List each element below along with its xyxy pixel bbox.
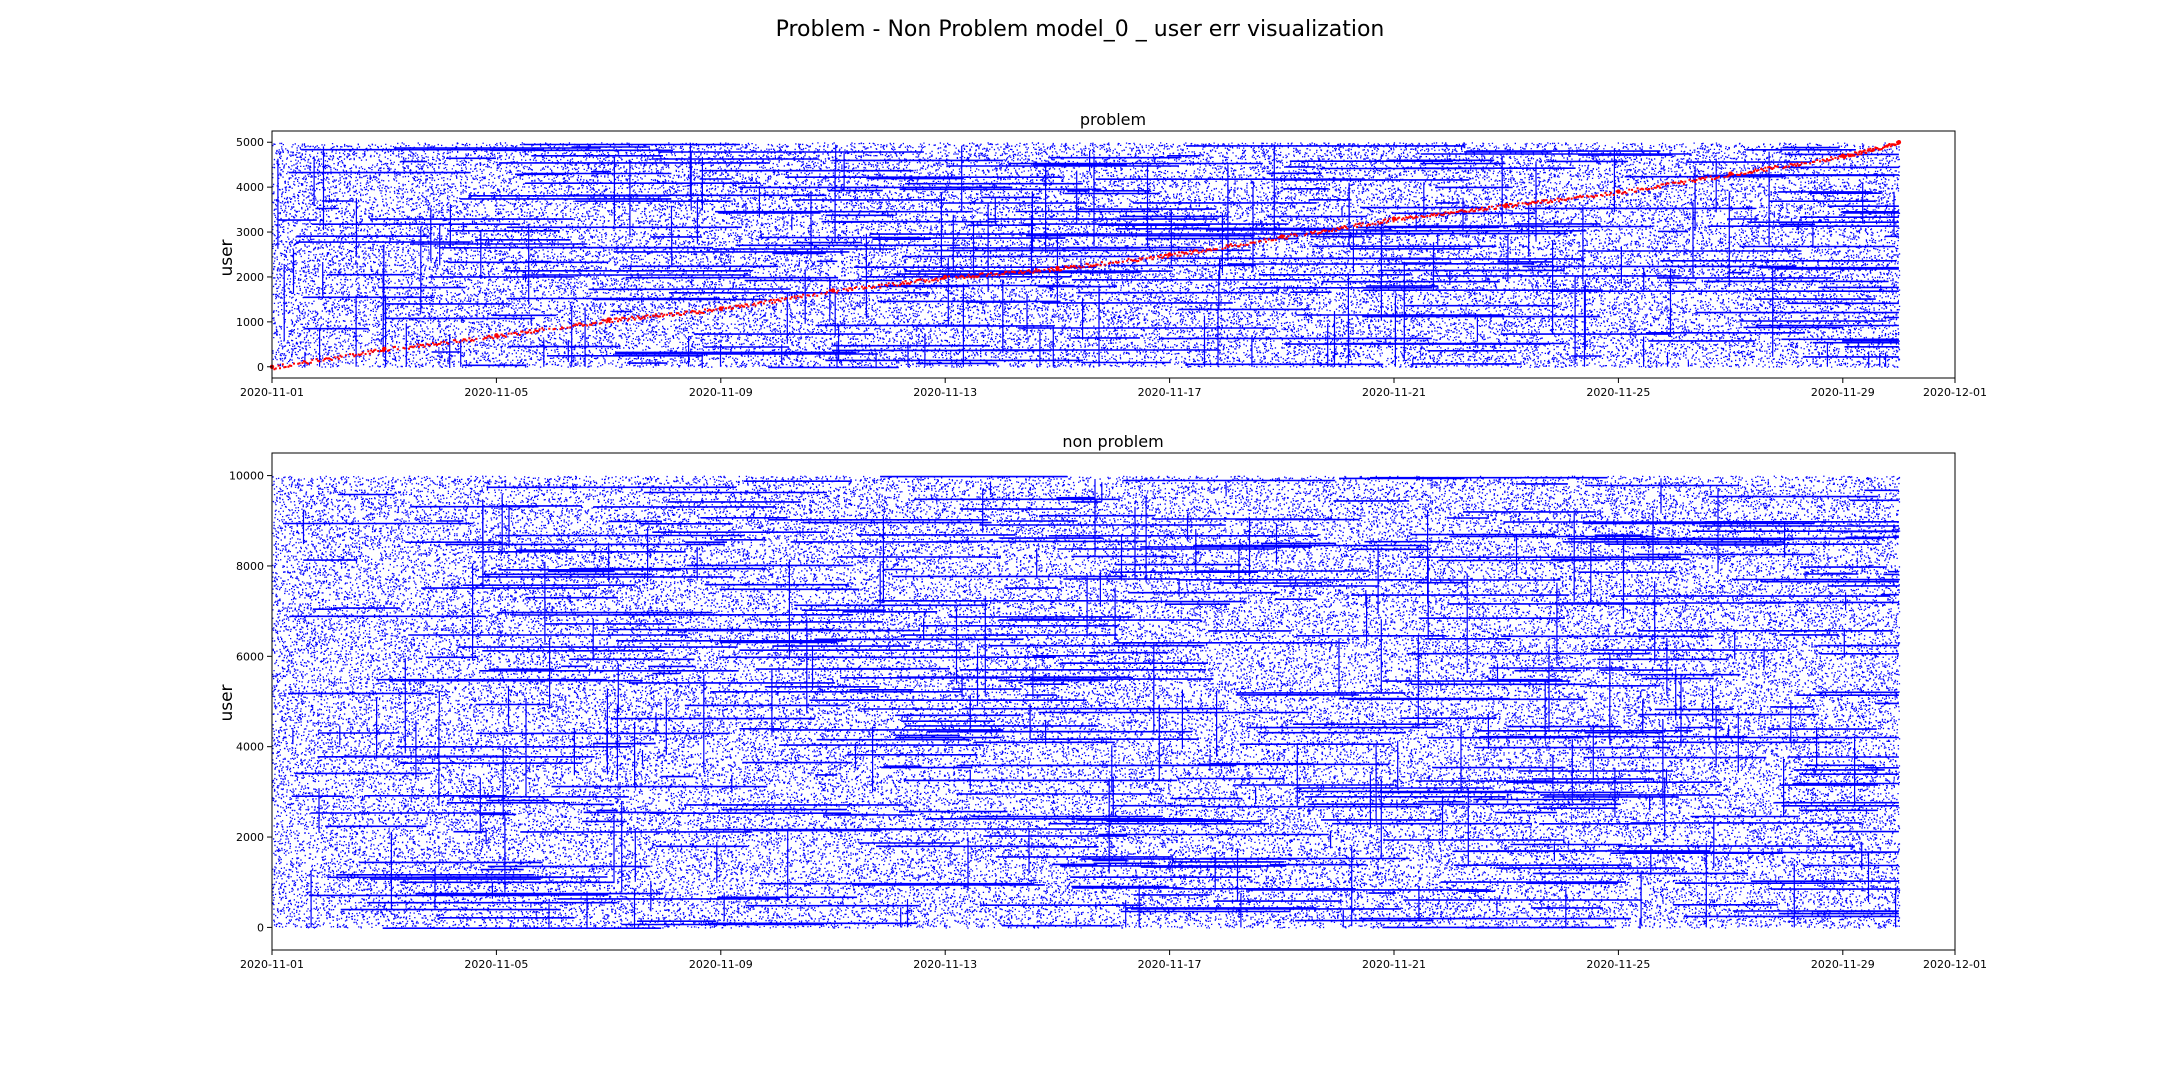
y-ticks-problem: 0 1000 2000 3000 4000 5000 [236, 136, 272, 374]
x-tick-label: 2020-11-09 [689, 958, 753, 971]
x-ticks-non-problem: 2020-11-01 2020-11-05 2020-11-09 2020-11-13… [240, 950, 1987, 971]
x-tick-label: 2020-11-05 [464, 958, 528, 971]
axes-frame-problem [271, 130, 1956, 379]
x-tick-label: 2020-12-01 [1923, 386, 1987, 399]
x-tick-label: 2020-11-13 [913, 386, 977, 399]
x-tick-label: 2020-11-21 [1362, 958, 1426, 971]
x-tick-label: 2020-11-13 [913, 958, 977, 971]
y-tick-label: 1000 [236, 316, 264, 329]
y-axis-label-non-problem: user [217, 684, 237, 721]
y-axis-label-problem: user [217, 239, 237, 276]
figure-title: Problem - Non Problem model_0 _ user err… [776, 17, 1385, 42]
x-tick-label: 2020-11-01 [240, 958, 304, 971]
scatter-points-problem [272, 142, 1901, 369]
y-tick-label: 4000 [236, 741, 264, 754]
y-tick-label: 10000 [229, 470, 264, 483]
x-tick-label: 2020-11-29 [1811, 958, 1875, 971]
axes-frame-non-problem [271, 452, 1956, 951]
y-tick-label: 6000 [236, 650, 264, 663]
scatter-points-non-problem [272, 475, 1901, 929]
x-tick-label: 2020-11-17 [1138, 386, 1202, 399]
y-tick-label: 5000 [236, 136, 264, 149]
y-tick-label: 2000 [236, 271, 264, 284]
scatter-series-blue [272, 475, 1901, 929]
x-tick-label: 2020-11-05 [464, 386, 528, 399]
x-tick-label: 2020-11-25 [1586, 386, 1650, 399]
y-tick-label: 4000 [236, 181, 264, 194]
axes-title-non-problem: non problem [1062, 432, 1163, 451]
x-tick-label: 2020-12-01 [1923, 958, 1987, 971]
y-ticks-non-problem: 0 2000 4000 6000 8000 10000 [229, 470, 272, 934]
x-tick-label: 2020-11-09 [689, 386, 753, 399]
x-tick-label: 2020-11-21 [1362, 386, 1426, 399]
axes-title-problem: problem [1080, 110, 1146, 129]
y-tick-label: 8000 [236, 560, 264, 573]
x-tick-label: 2020-11-25 [1586, 958, 1650, 971]
trend-point [1391, 216, 1397, 221]
scatter-series-blue [272, 142, 1901, 369]
axes-problem: problem user 2020-11-01 2020-11-05 2020-11… [217, 110, 1987, 399]
y-tick-label: 0 [257, 921, 264, 934]
y-tick-label: 3000 [236, 226, 264, 239]
x-tick-label: 2020-11-17 [1138, 958, 1202, 971]
x-ticks-problem: 2020-11-01 2020-11-05 2020-11-09 2020-11-13… [240, 378, 1987, 399]
axes-non-problem: non problem user 2020-11-01 2020-11-05 202… [217, 432, 1987, 971]
problem-trend-points [269, 140, 1902, 371]
y-tick-label: 0 [257, 361, 264, 374]
x-tick-label: 2020-11-29 [1811, 386, 1875, 399]
y-tick-label: 2000 [236, 831, 264, 844]
x-tick-label: 2020-11-01 [240, 386, 304, 399]
